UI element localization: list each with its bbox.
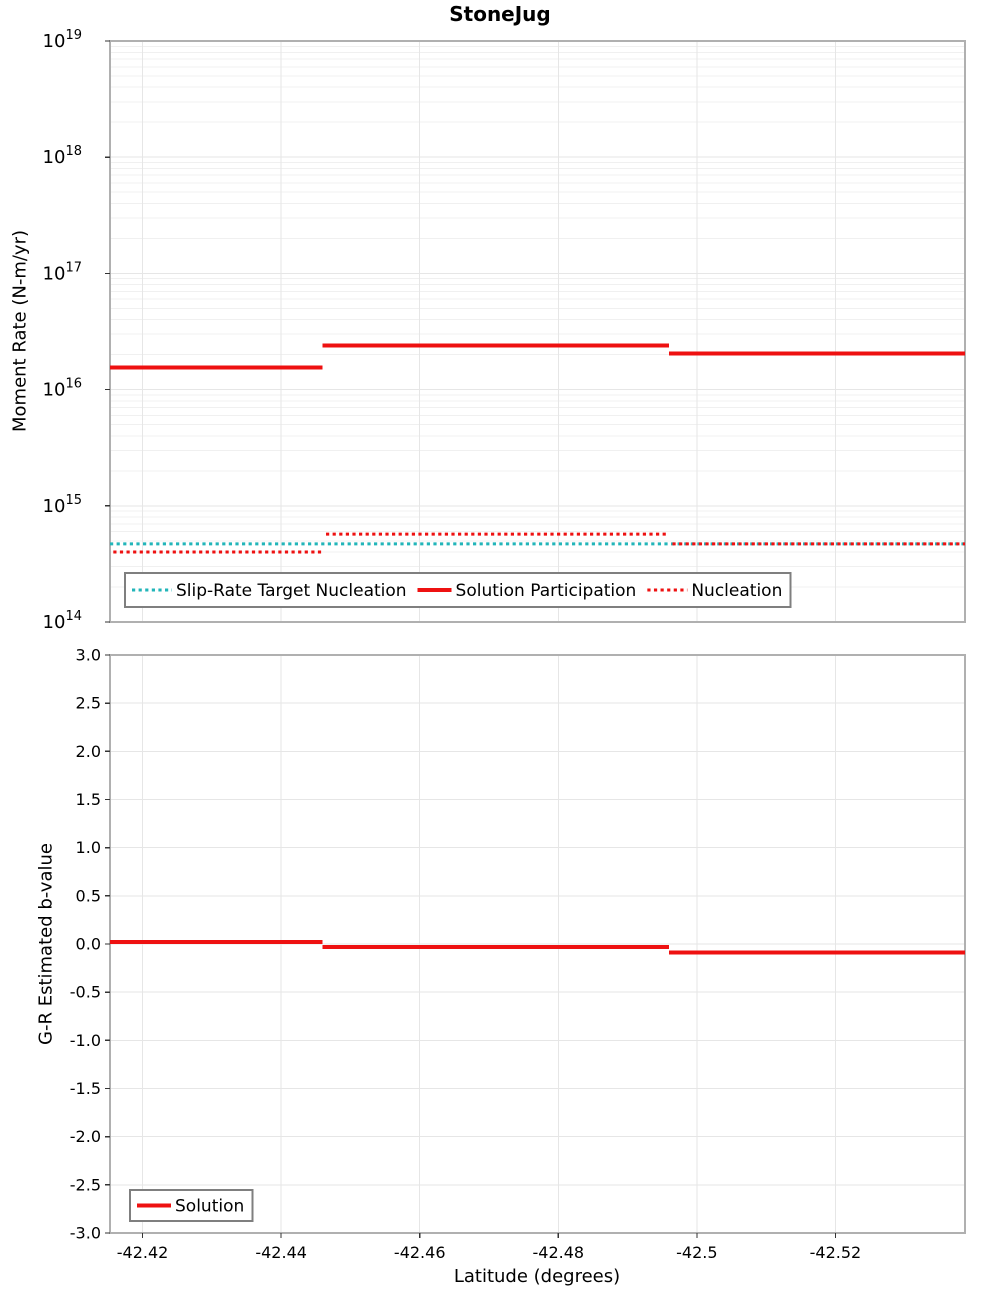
y-tick-label: 1016 (43, 377, 82, 401)
legend-label: Solution Participation (456, 581, 637, 601)
y-tick-label: 0.5 (76, 886, 101, 905)
legend: Solution (129, 1189, 254, 1222)
y-tick-label: -1.0 (70, 1031, 101, 1050)
y-tick-label: -2.0 (70, 1127, 101, 1146)
chart-title: StoneJug (449, 2, 551, 26)
y-tick-label: 3.0 (76, 646, 101, 665)
y-tick-label: 2.5 (76, 694, 101, 713)
y-tick-label: 2.0 (76, 742, 101, 761)
y-tick-label: 1014 (43, 609, 82, 633)
y-axis-label-b-value: G-R Estimated b-value (35, 843, 57, 1045)
x-axis-ticks: -42.42 -42.44 -42.46 -42.48 -42.5 -42.52 (117, 1233, 861, 1262)
legend-label: Slip-Rate Target Nucleation (176, 581, 407, 601)
gridlines (110, 41, 965, 622)
y-axis-ticks: 1019 1018 1017 1016 1015 1014 (43, 28, 110, 633)
x-tick-label: -42.44 (255, 1243, 307, 1262)
legend-label: Nucleation (691, 581, 782, 601)
x-tick-label: -42.5 (676, 1243, 717, 1262)
x-axis-label: Latitude (degrees) (453, 1266, 621, 1287)
y-tick-label: 1017 (43, 260, 82, 284)
series-nucleation (110, 532, 965, 554)
x-tick-label: -42.42 (117, 1243, 169, 1262)
panel-moment-rate: 1019 1018 1017 1016 1015 1014 Slip-Rate Target… (43, 28, 966, 633)
panel-b-value: 3.0 2.5 2.0 1.5 1.0 0.5 0.0 -0.5 -1.0 -1.5 -2.0 -2.… (70, 646, 966, 1262)
y-tick-label: -1.5 (70, 1079, 101, 1098)
y-tick-label: -0.5 (70, 983, 101, 1002)
x-tick-label: -42.48 (532, 1243, 584, 1262)
gridlines (110, 655, 965, 1233)
legend-box (124, 572, 792, 608)
y-axis-label-moment-rate: Moment Rate (N-m/yr) (9, 230, 31, 432)
y-tick-label: 1018 (43, 144, 82, 168)
y-tick-label: 1.5 (76, 790, 101, 809)
series-solution-participation (110, 343, 965, 370)
y-tick-label: 1019 (43, 28, 82, 52)
legend-label: Solution (175, 1197, 244, 1217)
y-tick-label: 1.0 (76, 838, 101, 857)
y-tick-label: 1015 (43, 493, 82, 517)
x-tick-label: -42.46 (394, 1243, 446, 1262)
plot-frame (109, 40, 966, 623)
y-tick-label: 0.0 (76, 935, 101, 954)
y-tick-label: -2.5 (70, 1175, 101, 1194)
y-tick-label: -3.0 (70, 1224, 101, 1243)
y-axis-ticks: 3.0 2.5 2.0 1.5 1.0 0.5 0.0 -0.5 -1.0 -1.5 -2.0 -2.… (70, 646, 110, 1243)
x-tick-label: -42.52 (810, 1243, 862, 1262)
legend: Slip-Rate Target Nucleation Solution Part… (124, 572, 792, 608)
series-solution (110, 940, 965, 955)
